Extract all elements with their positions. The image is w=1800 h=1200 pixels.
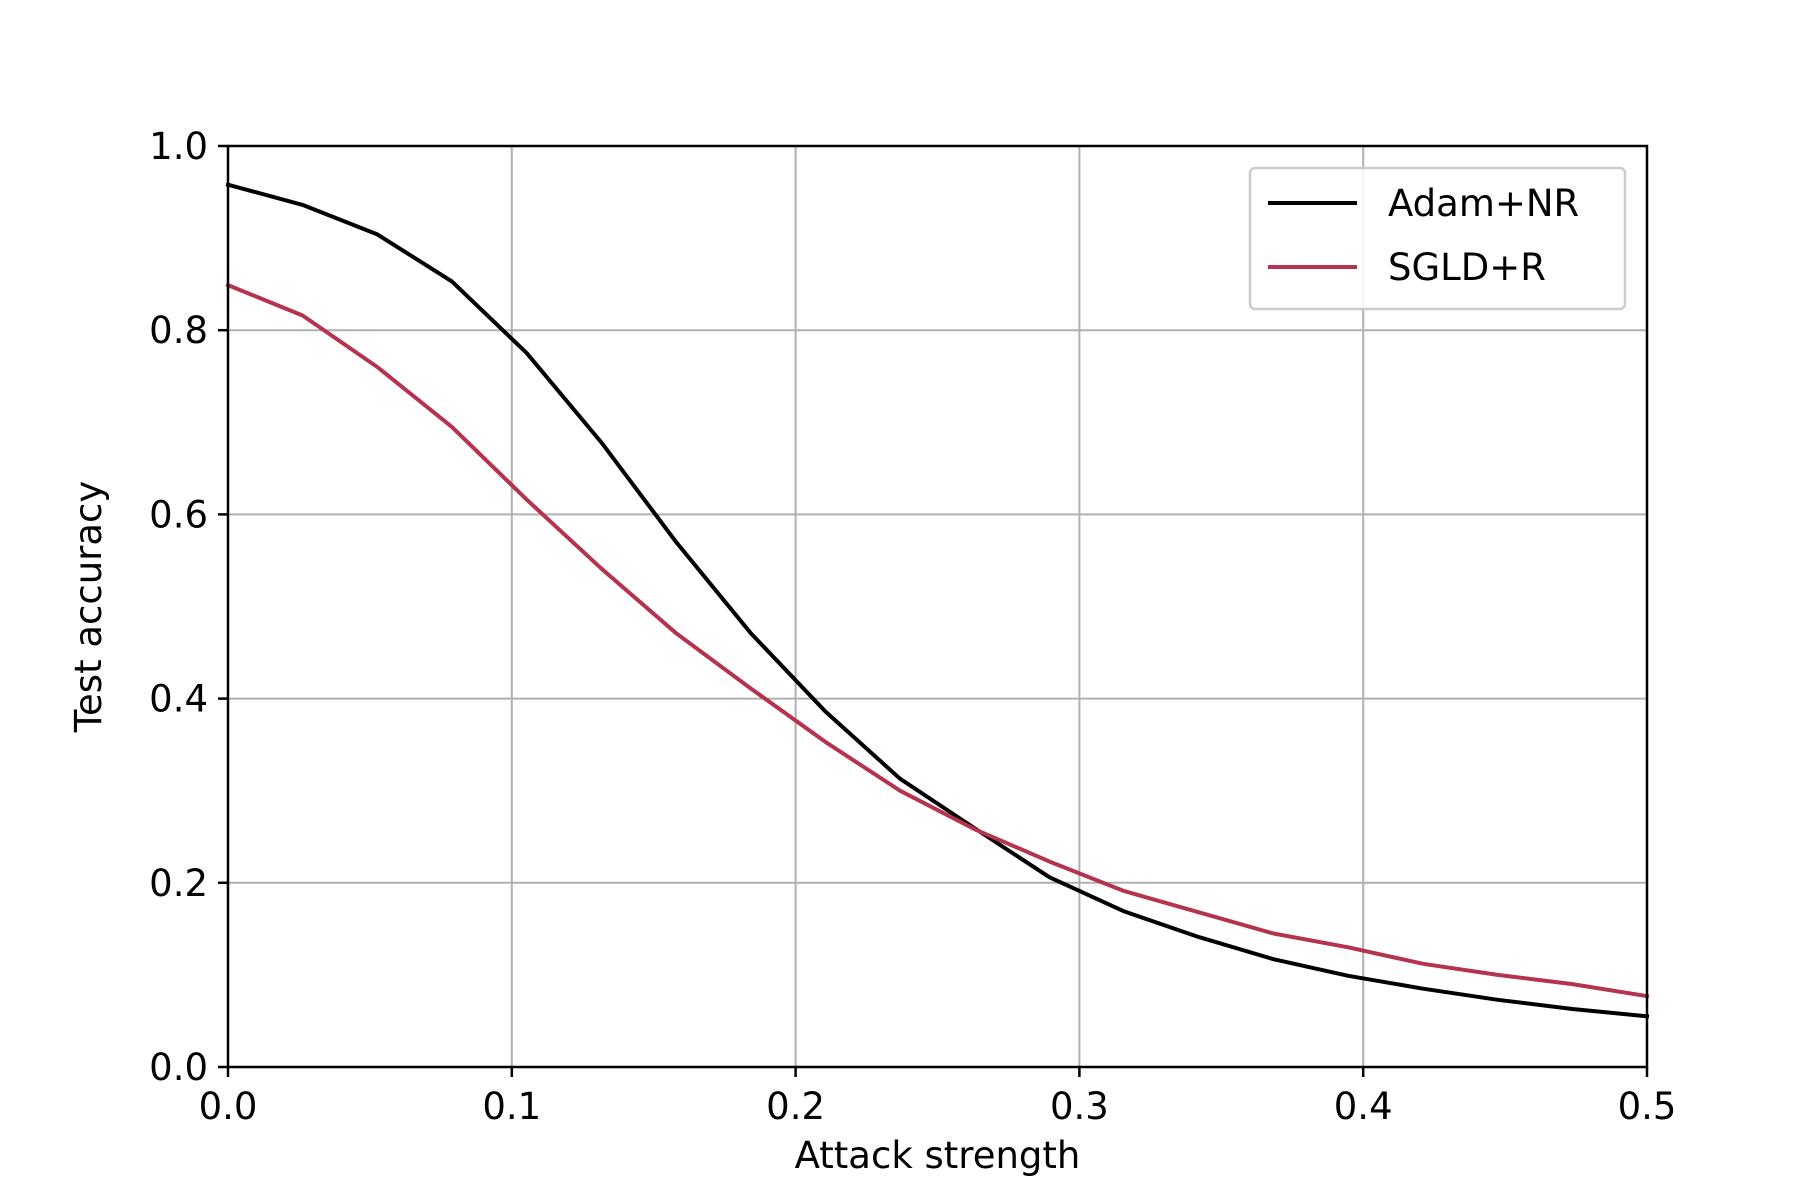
legend: Adam+NR SGLD+R	[1248, 166, 1627, 311]
x-tick-label: 0.0	[199, 1085, 258, 1128]
plot-frame	[226, 144, 1649, 1069]
x-axis-title: Attack strength	[795, 1134, 1081, 1177]
grid	[227, 145, 1648, 1068]
series-lines	[225, 182, 1650, 1019]
series-line-sgld-r	[225, 282, 1650, 999]
legend-label-adam-nr: Adam+NR	[1388, 182, 1579, 225]
x-tick-label: 0.2	[766, 1085, 825, 1128]
tick-labels: 0.0 0.1 0.2 0.3 0.4 0.5 0.0 0.2 0.4 0.6 0.8 1.0	[149, 125, 1676, 1128]
y-tick-label: 0.8	[149, 309, 208, 352]
ticks	[218, 144, 1649, 1077]
y-tick-label: 0.0	[149, 1046, 208, 1089]
x-tick-label: 0.4	[1334, 1085, 1393, 1128]
series-line-adam-nr	[225, 182, 1650, 1019]
y-tick-label: 0.2	[149, 862, 208, 905]
y-axis-title: Test accuracy	[67, 481, 110, 734]
x-tick-label: 0.1	[482, 1085, 541, 1128]
x-tick-label: 0.3	[1050, 1085, 1109, 1128]
y-tick-label: 0.6	[149, 493, 208, 536]
x-tick-label: 0.5	[1618, 1085, 1677, 1128]
legend-label-sgld-r: SGLD+R	[1388, 246, 1546, 289]
y-tick-label: 0.4	[149, 678, 208, 721]
y-tick-label: 1.0	[149, 125, 208, 168]
